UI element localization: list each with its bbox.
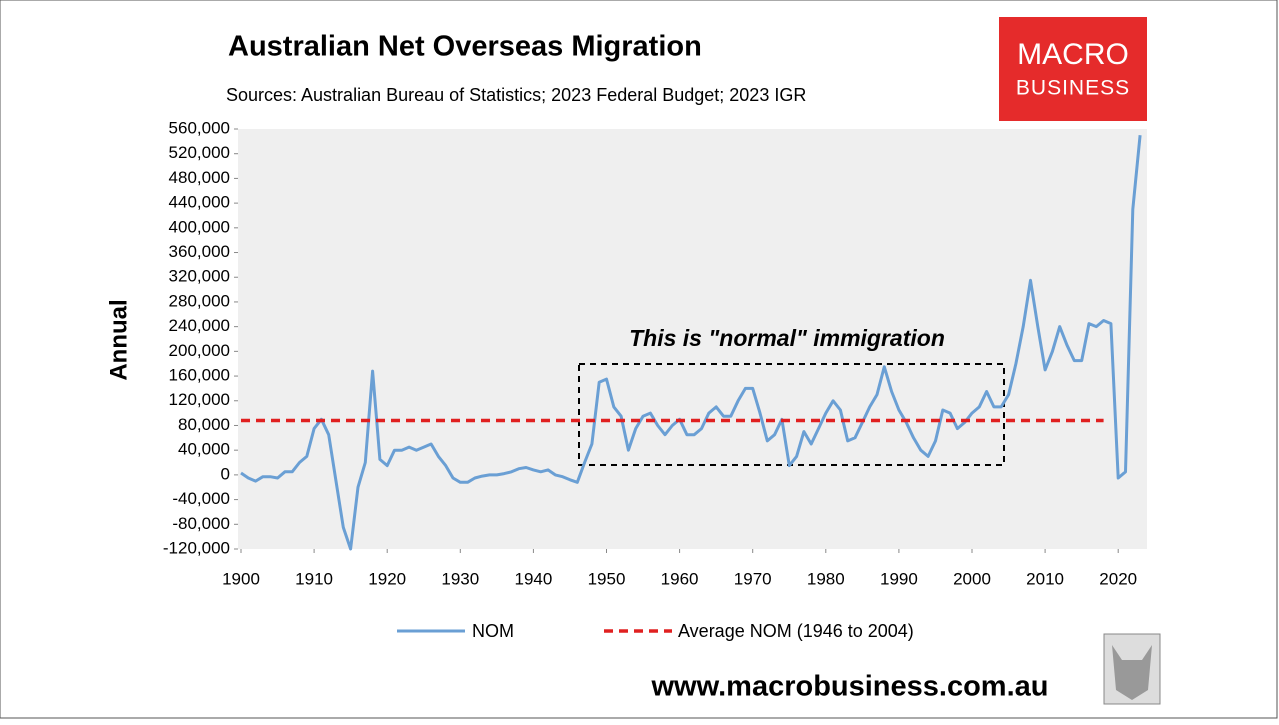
y-tick-label: -40,000 [172, 489, 230, 508]
chart-subtitle: Sources: Australian Bureau of Statistics… [226, 85, 806, 105]
x-tick-label: 1900 [222, 569, 260, 588]
x-tick-label: 1940 [514, 569, 552, 588]
annotation: This is "normal" immigration [629, 325, 945, 351]
x-tick-label: 1960 [661, 569, 699, 588]
x-tick-label: 1980 [807, 569, 845, 588]
x-tick-label: 2020 [1099, 569, 1137, 588]
y-tick-label: 480,000 [169, 168, 230, 187]
y-axis-label: Annual [105, 299, 132, 380]
logo-box [999, 17, 1147, 121]
x-tick-label: 2000 [953, 569, 991, 588]
y-tick-label: 560,000 [169, 118, 230, 137]
y-tick-label: 360,000 [169, 242, 230, 261]
y-tick-label: 400,000 [169, 217, 230, 236]
y-tick-label: 280,000 [169, 291, 230, 310]
x-tick-label: 2010 [1026, 569, 1064, 588]
y-tick-label: 0 [221, 464, 230, 483]
y-tick-label: 160,000 [169, 366, 230, 385]
logo-text: MACRO [1017, 38, 1129, 71]
y-tick-label: 120,000 [169, 390, 230, 409]
x-tick-label: 1990 [880, 569, 918, 588]
y-tick-label: 520,000 [169, 143, 230, 162]
y-tick-label: 240,000 [169, 316, 230, 335]
x-tick-label: 1950 [588, 569, 626, 588]
footer-url: www.macrobusiness.com.au [651, 671, 1049, 703]
chart-title: Australian Net Overseas Migration [228, 31, 702, 63]
x-tick-label: 1930 [441, 569, 479, 588]
wolf-icon [1112, 645, 1152, 700]
nom-line [240, 135, 1142, 551]
y-tick-label: 320,000 [169, 267, 230, 286]
y-tick-label: -80,000 [172, 514, 230, 533]
plot-area [238, 129, 1147, 549]
logo-text: BUSINESS [1016, 77, 1130, 100]
x-tick-label: 1970 [734, 569, 772, 588]
y-tick-label: 40,000 [178, 440, 230, 459]
x-tick-label: 1910 [295, 569, 333, 588]
y-tick-label: -120,000 [163, 538, 230, 557]
y-tick-label: 440,000 [169, 193, 230, 212]
y-tick-label: 80,000 [178, 415, 230, 434]
legend-label: Average NOM (1946 to 2004) [678, 621, 914, 641]
legend-label: NOM [472, 621, 514, 641]
y-tick-label: 200,000 [169, 341, 230, 360]
x-tick-label: 1920 [368, 569, 406, 588]
